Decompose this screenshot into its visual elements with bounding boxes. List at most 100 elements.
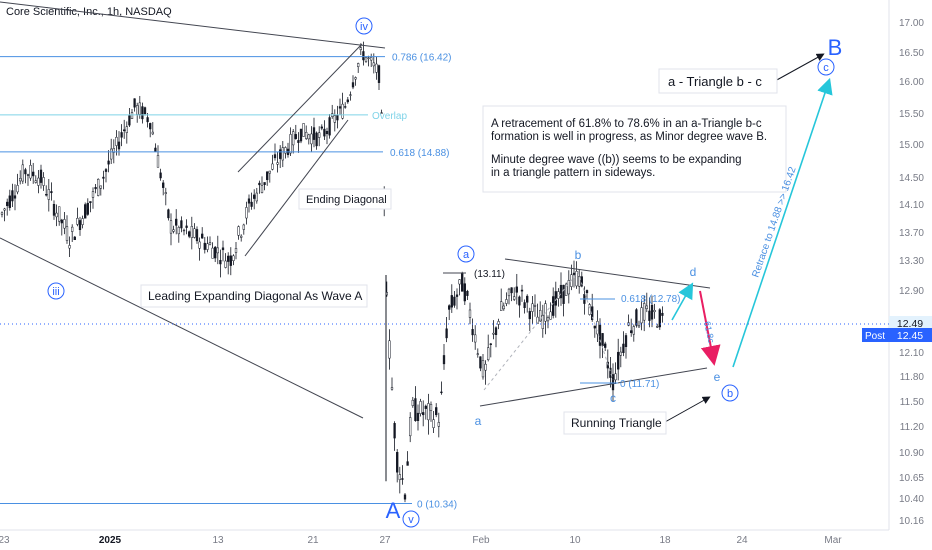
candle-body	[99, 185, 102, 189]
arrow-pointer-triangle-formula	[774, 53, 825, 82]
candle-body	[484, 363, 487, 371]
candle-body	[42, 177, 45, 186]
wave-c-circle: c	[823, 62, 829, 74]
candle-body	[268, 170, 271, 174]
candle-body	[552, 296, 555, 316]
candle-body	[167, 209, 170, 219]
candle-body	[299, 128, 303, 142]
candle-body	[442, 355, 446, 365]
candle-body	[565, 283, 568, 296]
candle-body	[143, 107, 147, 115]
candle-body	[377, 65, 381, 83]
last-price-value: 12.49	[897, 318, 923, 330]
candle-body	[128, 115, 131, 126]
y-tick-label: 14.10	[899, 200, 924, 211]
candle-body	[8, 195, 11, 208]
ending-diag-box	[298, 188, 392, 210]
y-tick-label: 13.70	[899, 228, 924, 239]
candle-body	[388, 340, 391, 359]
chart-title: Core Scientific, Inc., 1h, NASDAQ	[6, 6, 172, 18]
candle-body	[450, 295, 453, 308]
candle-body	[58, 206, 61, 222]
candle-body	[302, 123, 305, 137]
candle-body	[237, 226, 240, 236]
candle-body	[390, 387, 394, 390]
candle-body	[182, 229, 186, 232]
trendline-triangle-upper	[504, 258, 711, 289]
x-tick-label: Feb	[472, 535, 490, 546]
candle-body	[367, 57, 370, 59]
candle-body	[619, 351, 622, 356]
candle-body	[562, 284, 565, 304]
note-line-1: A retracement of 61.8% to 78.6% in an a-…	[491, 118, 762, 130]
candle-body	[266, 171, 269, 181]
tri-c: c	[610, 391, 616, 405]
y-tick-label: 11.50	[900, 397, 925, 408]
candle-body	[609, 367, 612, 378]
candle-body	[494, 327, 498, 335]
candle-body	[110, 148, 113, 160]
candle-body	[643, 303, 646, 321]
note-line-2: formation is well in progress, as Minor …	[491, 131, 767, 143]
candle-body	[578, 276, 581, 287]
candle-body	[271, 163, 274, 170]
candle-body	[52, 204, 56, 216]
candle-body	[146, 117, 149, 123]
label-618c: 61.8c	[702, 320, 716, 344]
candle-body	[242, 224, 245, 230]
candle-body	[133, 98, 136, 108]
candle-body	[604, 343, 607, 348]
candle-body	[630, 330, 633, 334]
candle-body	[453, 296, 456, 306]
y-tick-label: 11.80	[900, 372, 925, 383]
candle-body	[263, 182, 266, 185]
wave-v: v	[408, 514, 414, 526]
candle-body	[468, 309, 472, 318]
candle-body	[325, 130, 329, 135]
y-tick-label: 10.90	[899, 448, 924, 459]
candle-body	[359, 47, 362, 50]
triangle-formula-box	[658, 68, 778, 94]
trendline-triangle-lower	[479, 367, 708, 407]
last-price-badge	[889, 316, 932, 331]
candle-body	[180, 220, 183, 229]
candle-body	[320, 126, 323, 129]
candle-body	[68, 245, 71, 249]
candle-body	[130, 112, 134, 120]
candle-body	[487, 347, 490, 360]
y-tick-label: 13.30	[899, 256, 924, 267]
candle-body	[593, 325, 596, 329]
candle-body	[123, 129, 126, 132]
candle-body	[11, 190, 14, 202]
candle-body	[471, 329, 474, 336]
candle-body	[474, 334, 477, 343]
fib-level-label: 0 (10.34)	[417, 500, 457, 511]
candle-body	[481, 360, 485, 378]
candle-body	[601, 333, 604, 347]
candle-body	[656, 326, 659, 328]
candle-body	[523, 302, 526, 308]
post-label: Post	[865, 331, 885, 342]
candle-body	[16, 185, 19, 193]
tri-e: e	[714, 370, 721, 384]
candle-body	[193, 228, 196, 238]
candle-body	[26, 174, 30, 176]
candle-body	[658, 309, 661, 328]
candle-body	[185, 225, 188, 228]
candle-body	[240, 235, 243, 238]
running-tri-box	[563, 411, 667, 435]
candle-body	[596, 321, 599, 335]
x-tick-label: 18	[659, 535, 671, 546]
candle-body	[169, 220, 173, 234]
candle-body	[97, 179, 100, 196]
candle-body	[318, 132, 321, 138]
candle-body	[422, 412, 425, 416]
candle-body	[250, 201, 253, 207]
candle-body	[76, 217, 79, 225]
candle-body	[253, 194, 256, 199]
candle-body	[0, 212, 4, 215]
candle-body	[154, 147, 157, 152]
candle-body	[463, 283, 466, 302]
candle-body	[409, 417, 412, 437]
